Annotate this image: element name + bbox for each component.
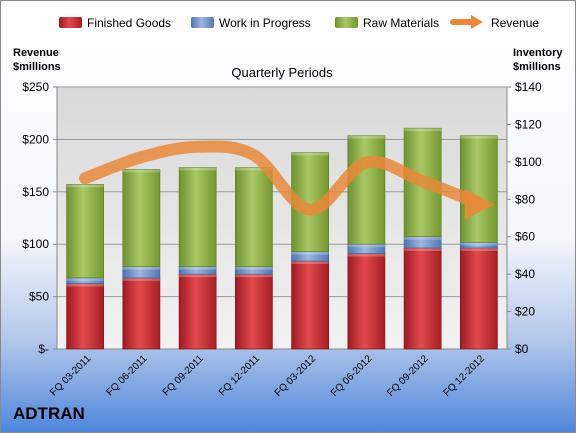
bar-finished-goods: [235, 273, 273, 350]
legend: Finished Goods Work in Progress Raw Mate…: [59, 15, 539, 30]
legend-item-revenue: Revenue: [450, 15, 539, 30]
right-axis-ticks: $0 $20 $40 $60 $80 $100 $120 $140: [507, 80, 542, 356]
bar-work-in-progress-top: [404, 236, 442, 240]
bar-finished-goods: [291, 260, 329, 350]
x-tick-label: FQ 09-2011: [161, 353, 206, 398]
bar-work-in-progress-top: [460, 242, 498, 246]
x-tick-label: FQ 06-2012: [329, 353, 375, 399]
legend-swatch-work-in-progress: [191, 17, 214, 28]
bar-finished-goods: [122, 277, 161, 350]
legend-item-work-in-progress: Work in Progress: [191, 16, 311, 30]
bar-finished-goods: [347, 253, 386, 350]
x-axis-labels: FQ 03-2011 FQ 06-2011 FQ 09-2011 FQ 12-2011…: [48, 353, 487, 399]
bar-raw-materials: [122, 169, 161, 267]
bar-raw-materials-top: [122, 169, 160, 173]
bar-raw-materials: [178, 167, 217, 267]
x-tick-label: FQ 03-2011: [48, 353, 93, 398]
left-tick-label: $150: [22, 185, 49, 199]
bar-work-in-progress-top: [122, 266, 160, 270]
x-tick-label: FQ 12-2012: [441, 353, 487, 399]
bar-work-in-progress-top: [291, 251, 329, 255]
bar-finished-goods-top: [179, 274, 217, 278]
legend-item-finished-goods: Finished Goods: [59, 16, 171, 30]
left-tick-label: $-: [38, 342, 49, 356]
bar-finished-goods: [178, 273, 217, 350]
bar-raw-materials-top: [291, 152, 329, 156]
bar-raw-materials-top: [235, 167, 273, 171]
legend-label-finished-goods: Finished Goods: [87, 16, 171, 30]
left-axis-ticks: $- $50 $100 $150 $200 $250: [22, 80, 57, 356]
legend-swatch-finished-goods: [59, 17, 82, 28]
legend-item-raw-materials: Raw Materials: [335, 16, 439, 30]
legend-label-revenue: Revenue: [491, 16, 539, 30]
bar-raw-materials-top: [347, 135, 385, 139]
left-tick-label: $250: [22, 80, 49, 94]
x-tick-label: FQ 06-2011: [105, 353, 150, 398]
right-axis-title-line2: $millions: [513, 61, 561, 73]
revenue-line: [79, 140, 495, 220]
bar-raw-materials: [235, 167, 273, 267]
left-tick-label: $50: [29, 290, 49, 304]
bar-finished-goods: [460, 247, 498, 350]
bar-finished-goods-top: [235, 274, 273, 278]
legend-arrow-revenue: [471, 15, 483, 29]
revenue-line-path: [79, 140, 485, 216]
left-tick-label: $200: [22, 132, 49, 146]
bar-raw-materials-top: [179, 167, 217, 171]
bar-raw-materials-top: [66, 184, 104, 188]
bar-finished-goods-top: [347, 253, 385, 257]
bar-finished-goods-top: [404, 247, 442, 251]
legend-label-work-in-progress: Work in Progress: [219, 16, 311, 30]
right-tick-label: $100: [515, 155, 542, 169]
right-tick-label: $60: [515, 230, 535, 244]
left-axis-title-line1: Revenue: [13, 47, 59, 59]
bar-raw-materials: [460, 135, 498, 243]
bar-work-in-progress-top: [347, 244, 385, 248]
right-tick-label: $140: [515, 80, 542, 94]
right-tick-label: $20: [515, 305, 535, 319]
bar-finished-goods: [403, 247, 442, 350]
bar-raw-materials-top: [460, 135, 498, 139]
bar-finished-goods-top: [122, 277, 160, 281]
company-name: ADTRAN: [13, 404, 85, 423]
legend-label-raw-materials: Raw Materials: [363, 16, 439, 30]
bar-finished-goods-top: [66, 283, 104, 287]
bar-raw-materials: [347, 135, 386, 245]
bar-finished-goods-top: [291, 261, 329, 265]
bar-raw-materials: [66, 184, 104, 279]
left-tick-label: $100: [22, 237, 49, 251]
bar-finished-goods-top: [460, 247, 498, 251]
right-tick-label: $40: [515, 267, 535, 281]
bar-work-in-progress-top: [66, 277, 104, 281]
legend-swatch-raw-materials: [335, 17, 358, 28]
bar-work-in-progress-top: [235, 266, 273, 270]
x-tick-label: FQ 09-2012: [385, 353, 431, 399]
right-axis-title-line1: Inventory: [513, 47, 563, 59]
right-tick-label: $80: [515, 192, 535, 206]
right-tick-label: $120: [515, 117, 542, 131]
revenue-arrowhead: [464, 189, 495, 220]
bar-finished-goods: [66, 283, 104, 350]
x-tick-label: FQ 03-2012: [273, 353, 319, 399]
chart-title: Quarterly Periods: [231, 65, 333, 80]
right-tick-label: $0: [515, 342, 529, 356]
left-axis-title-line2: $millions: [13, 61, 61, 73]
bar-work-in-progress-top: [179, 266, 217, 270]
bar-raw-materials-top: [404, 128, 442, 132]
x-tick-label: FQ 12-2011: [217, 353, 262, 398]
